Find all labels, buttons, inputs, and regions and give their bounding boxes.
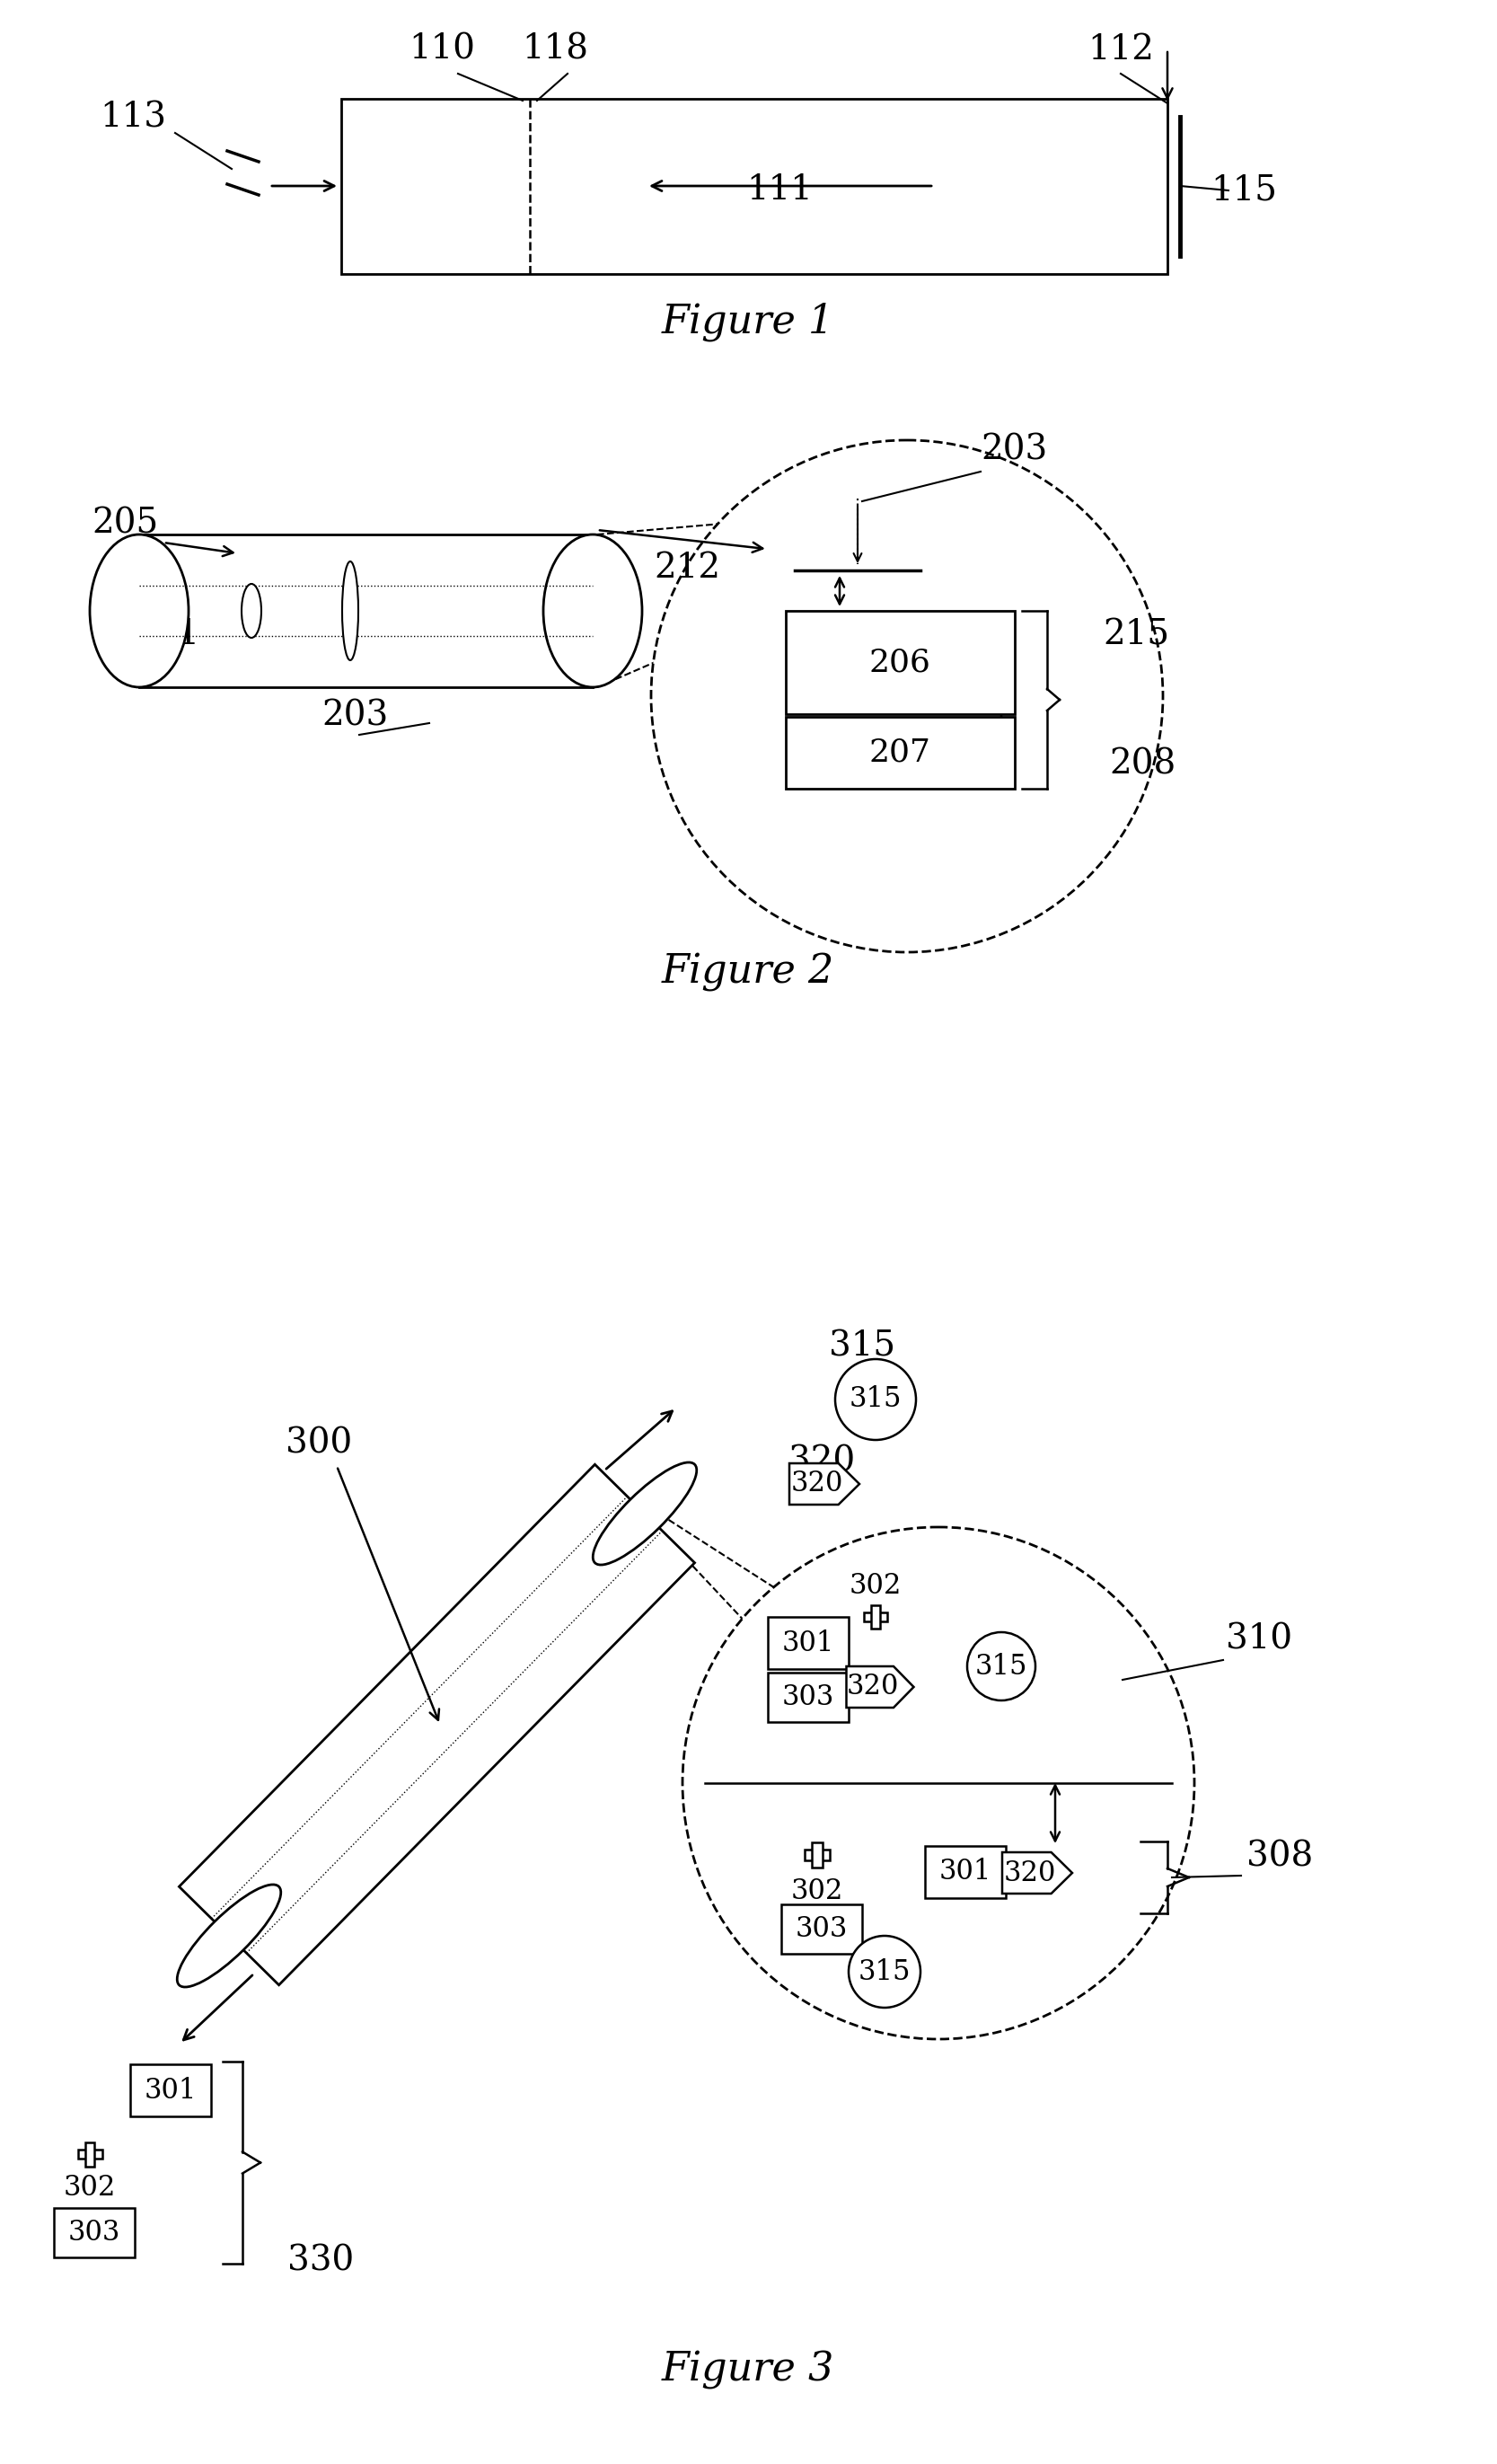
Text: 320: 320 <box>790 1471 843 1498</box>
Bar <box>781 1905 862 1954</box>
Text: 208: 208 <box>1109 749 1175 781</box>
Text: 303: 303 <box>781 1683 834 1710</box>
Polygon shape <box>846 1666 913 1708</box>
Text: 203: 203 <box>981 434 1048 468</box>
Bar <box>786 717 1015 788</box>
Text: 315: 315 <box>975 1653 1027 1680</box>
Bar <box>871 1607 880 1629</box>
Text: 310: 310 <box>1226 1621 1292 1656</box>
Text: 330: 330 <box>287 2245 355 2279</box>
Text: 207: 207 <box>868 737 931 769</box>
Bar <box>811 1843 822 1868</box>
Bar <box>768 1673 849 1722</box>
Bar <box>78 2149 102 2158</box>
Text: 320: 320 <box>847 1673 900 1700</box>
Circle shape <box>651 441 1163 951</box>
Bar <box>54 2208 135 2257</box>
Circle shape <box>967 1631 1036 1700</box>
Text: 315: 315 <box>829 1331 895 1363</box>
Text: 201: 201 <box>133 618 199 653</box>
Text: 302: 302 <box>849 1572 901 1599</box>
Text: 205: 205 <box>91 508 159 540</box>
Bar <box>786 611 1015 715</box>
Ellipse shape <box>241 584 262 638</box>
Ellipse shape <box>343 562 358 660</box>
Circle shape <box>835 1360 916 1439</box>
Text: 206: 206 <box>868 646 931 678</box>
Circle shape <box>683 1528 1195 2040</box>
Text: Figure 3: Figure 3 <box>662 2351 834 2390</box>
Text: Figure 1: Figure 1 <box>662 301 834 340</box>
Text: 308: 308 <box>1247 1841 1313 1873</box>
Polygon shape <box>180 1464 695 1986</box>
Bar <box>139 535 593 687</box>
Ellipse shape <box>90 535 189 687</box>
Bar <box>925 1846 1006 1897</box>
Polygon shape <box>1001 1853 1072 1895</box>
Bar <box>768 1616 849 1668</box>
Text: 113: 113 <box>100 101 166 136</box>
Ellipse shape <box>593 1461 696 1565</box>
Text: 212: 212 <box>654 552 720 584</box>
Text: Figure 2: Figure 2 <box>662 954 834 993</box>
Text: 111: 111 <box>747 175 813 207</box>
Text: 301: 301 <box>144 2077 196 2104</box>
Text: 118: 118 <box>522 32 588 67</box>
Text: 303: 303 <box>67 2218 120 2247</box>
Text: 203: 203 <box>322 700 388 732</box>
Text: 320: 320 <box>789 1446 855 1478</box>
Text: 215: 215 <box>1103 618 1169 653</box>
Text: 115: 115 <box>1211 175 1277 207</box>
Text: 302: 302 <box>63 2173 115 2203</box>
Bar <box>341 99 1168 274</box>
Bar <box>804 1850 831 1860</box>
Ellipse shape <box>177 1885 281 1986</box>
Bar <box>85 2141 94 2166</box>
Text: 301: 301 <box>939 1858 991 1885</box>
Ellipse shape <box>543 535 642 687</box>
Bar <box>130 2065 211 2117</box>
Polygon shape <box>789 1464 859 1506</box>
Text: 301: 301 <box>781 1629 834 1656</box>
Text: 300: 300 <box>286 1427 352 1461</box>
Text: 110: 110 <box>409 32 475 67</box>
Text: 320: 320 <box>1004 1858 1057 1887</box>
Text: 112: 112 <box>1087 32 1154 67</box>
Bar <box>864 1611 886 1621</box>
Text: 315: 315 <box>849 1385 901 1414</box>
Circle shape <box>849 1937 921 2008</box>
Text: 303: 303 <box>795 1915 847 1942</box>
Text: 315: 315 <box>858 1959 910 1986</box>
Text: 302: 302 <box>790 1878 843 1905</box>
